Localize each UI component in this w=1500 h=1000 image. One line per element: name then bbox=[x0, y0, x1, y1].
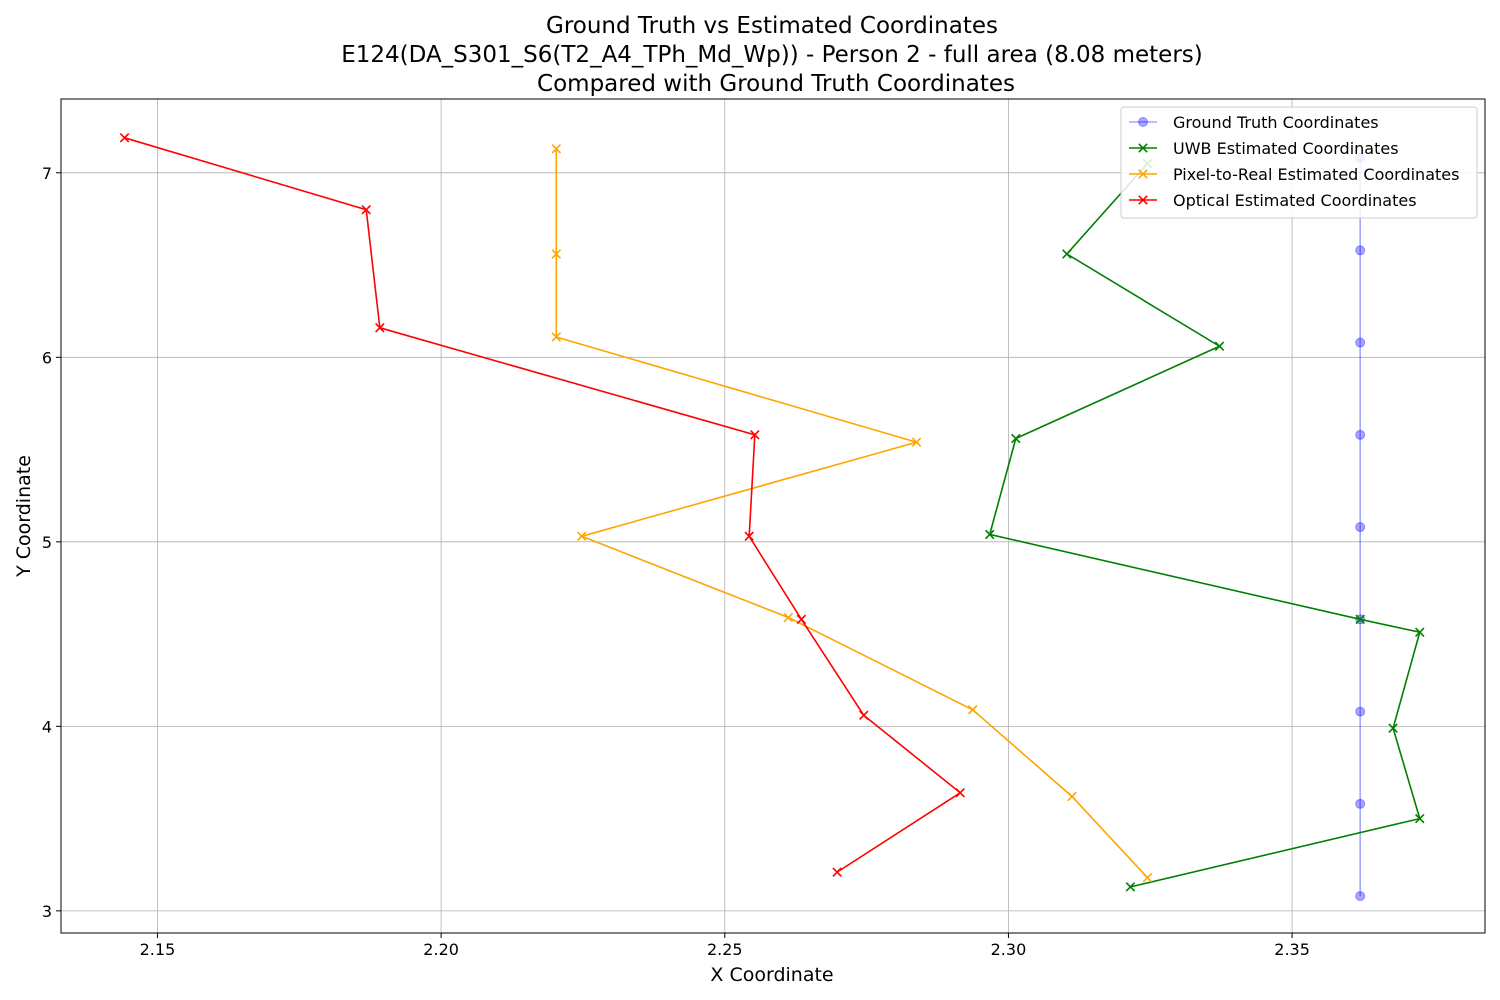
optical-estimated-coordinates-point bbox=[375, 323, 385, 333]
series-layer bbox=[119, 132, 1425, 902]
legend-label: Optical Estimated Coordinates bbox=[1173, 191, 1417, 210]
x-tick-label: 2.25 bbox=[707, 940, 743, 959]
uwb-estimated-coordinates-point bbox=[1125, 882, 1136, 892]
uwb-estimated-coordinates-point bbox=[1355, 614, 1365, 625]
pixel-to-real-estimated-coordinates-point bbox=[577, 531, 587, 542]
y-tick-label: 6 bbox=[42, 348, 52, 367]
uwb-estimated-coordinates-point bbox=[1062, 249, 1072, 259]
y-tick-label: 7 bbox=[42, 164, 52, 183]
chart-title: Ground Truth vs Estimated Coordinates E1… bbox=[341, 13, 1203, 97]
legend-entry-ground-truth-coordinates: Ground Truth Coordinates bbox=[1129, 113, 1379, 132]
ground-truth-coordinates-point bbox=[1355, 891, 1366, 902]
pixel-to-real-estimated-coordinates-point bbox=[551, 144, 562, 154]
pixel-to-real-estimated-coordinates-series bbox=[551, 144, 1153, 883]
x-axis-label: X Coordinate bbox=[710, 964, 833, 986]
legend-entry-uwb-estimated-coordinates: UWB Estimated Coordinates bbox=[1129, 139, 1399, 158]
optical-estimated-coordinates-point bbox=[119, 132, 130, 143]
pixel-to-real-estimated-coordinates-point bbox=[551, 249, 562, 259]
title-line-2: E124(DA_S301_S6(T2_A4_TPh_Md_Wp)) - Pers… bbox=[341, 42, 1203, 68]
legend-swatch-marker bbox=[1138, 143, 1148, 153]
optical-estimated-coordinates-point bbox=[832, 867, 842, 877]
uwb-estimated-coordinates-point bbox=[1414, 627, 1425, 638]
optical-estimated-coordinates-point bbox=[796, 614, 807, 625]
x-tick-label: 2.30 bbox=[991, 940, 1027, 959]
y-axis-label: Y Coordinate bbox=[13, 455, 35, 578]
legend: Ground Truth Coordinates UWB Estimated Co… bbox=[1120, 106, 1478, 219]
optical-estimated-coordinates-point bbox=[955, 788, 965, 798]
title-line-3: Compared with Ground Truth Coordinates bbox=[537, 71, 1015, 97]
legend-swatch-marker bbox=[1138, 117, 1148, 127]
uwb-estimated-coordinates-point bbox=[1414, 813, 1425, 824]
legend-box bbox=[1120, 106, 1478, 219]
optical-estimated-coordinates-line bbox=[124, 136, 962, 873]
plot-frame bbox=[60, 98, 1486, 934]
y-tick-label: 5 bbox=[42, 533, 52, 552]
y-tick-label: 4 bbox=[42, 717, 52, 736]
pixel-to-real-estimated-coordinates-point bbox=[1142, 872, 1153, 883]
ground-truth-coordinates-point bbox=[1355, 245, 1366, 256]
legend-label: UWB Estimated Coordinates bbox=[1173, 139, 1399, 158]
grid-layer bbox=[61, 99, 1485, 933]
ground-truth-coordinates-series bbox=[1355, 153, 1366, 902]
ground-truth-coordinates-point bbox=[1355, 522, 1366, 533]
uwb-estimated-coordinates-point bbox=[1214, 341, 1225, 352]
pixel-to-real-estimated-coordinates-point bbox=[967, 704, 978, 715]
pixel-to-real-estimated-coordinates-line bbox=[555, 148, 1149, 879]
optical-estimated-coordinates-series bbox=[119, 132, 965, 877]
ground-truth-coordinates-point bbox=[1355, 429, 1366, 440]
legend-entry-pixel-to-real-estimated-coordinates: Pixel-to-Real Estimated Coordinates bbox=[1129, 165, 1459, 184]
pixel-to-real-estimated-coordinates-point bbox=[783, 612, 794, 623]
tick-layer: 2.15 2.20 2.25 2.30 2.35 3 4 5 6 7 bbox=[42, 164, 1310, 959]
legend-swatch-marker bbox=[1138, 169, 1148, 179]
optical-estimated-coordinates-point bbox=[859, 710, 869, 721]
ground-truth-coordinates-point bbox=[1355, 706, 1366, 717]
uwb-estimated-coordinates-point bbox=[1388, 723, 1398, 733]
uwb-estimated-coordinates-point bbox=[1011, 433, 1021, 444]
ground-truth-coordinates-point bbox=[1355, 337, 1366, 348]
pixel-to-real-estimated-coordinates-point bbox=[551, 332, 562, 342]
x-tick-label: 2.35 bbox=[1274, 940, 1310, 959]
x-tick-label: 2.15 bbox=[140, 940, 176, 959]
pixel-to-real-estimated-coordinates-point bbox=[1067, 791, 1077, 802]
legend-label: Pixel-to-Real Estimated Coordinates bbox=[1173, 165, 1459, 184]
pixel-to-real-estimated-coordinates-point bbox=[911, 437, 922, 447]
legend-label: Ground Truth Coordinates bbox=[1173, 113, 1379, 132]
title-line-1: Ground Truth vs Estimated Coordinates bbox=[546, 13, 998, 39]
ground-truth-coordinates-point bbox=[1355, 798, 1366, 809]
optical-estimated-coordinates-point bbox=[744, 531, 754, 542]
legend-swatch-marker bbox=[1138, 195, 1148, 205]
x-tick-label: 2.20 bbox=[423, 940, 459, 959]
uwb-estimated-coordinates-point bbox=[984, 529, 995, 540]
optical-estimated-coordinates-point bbox=[361, 204, 371, 215]
legend-entry-optical-estimated-coordinates: Optical Estimated Coordinates bbox=[1129, 191, 1417, 210]
uwb-estimated-coordinates-line bbox=[988, 163, 1421, 888]
optical-estimated-coordinates-point bbox=[750, 430, 760, 440]
y-tick-label: 3 bbox=[42, 902, 52, 921]
